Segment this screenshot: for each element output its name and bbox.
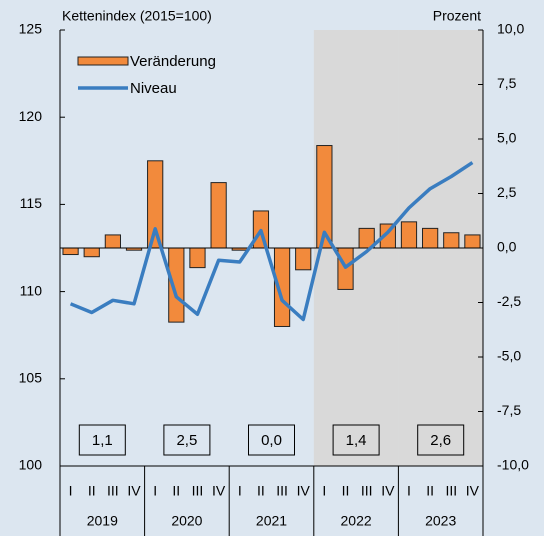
y-tick-label: 100: [19, 457, 43, 473]
year-label: 2023: [425, 513, 456, 529]
line: [69, 161, 474, 322]
x-tick-label: I: [238, 483, 242, 499]
annual-box: [248, 424, 295, 456]
annual-box: [78, 424, 126, 456]
annual-label: 1,4: [346, 432, 367, 449]
bar: [83, 247, 100, 258]
x-tick-label: III: [445, 483, 457, 499]
y2-tick-label: -7,5: [497, 402, 521, 418]
y-axis-label: Kettenindex (2015=100): [62, 8, 212, 24]
bar: [295, 247, 312, 271]
x-tick-label: I: [69, 483, 73, 499]
annual-label: 2,6: [430, 432, 451, 449]
x-tick-label: I: [407, 483, 411, 499]
x-tick-label: II: [88, 483, 96, 499]
y2-axis-label: Prozent: [433, 8, 481, 24]
legend-label: Veränderung: [130, 53, 216, 70]
bar: [443, 232, 460, 249]
y2-tick-label: 0,0: [497, 239, 517, 255]
annual-box: [417, 424, 465, 456]
y2-tick-label: -2,5: [497, 293, 521, 309]
bar: [210, 182, 227, 249]
annual-label: 1,1: [92, 432, 113, 449]
bar: [422, 227, 439, 249]
y2-tick-label: -5,0: [497, 348, 521, 364]
legend-label: Niveau: [130, 80, 177, 97]
x-tick-label: III: [361, 483, 373, 499]
y-tick-label: 105: [19, 370, 43, 386]
y2-tick-label: -10,0: [497, 457, 529, 473]
x-tick-label: I: [322, 483, 326, 499]
year-label: 2020: [171, 513, 202, 529]
legend-swatch: [77, 56, 129, 66]
x-tick-label: IV: [466, 483, 480, 499]
annual-label: 0,0: [261, 432, 282, 449]
annual-box: [332, 424, 380, 456]
bar: [62, 247, 79, 256]
bar: [189, 247, 206, 269]
x-tick-label: I: [153, 483, 157, 499]
y-tick-label: 120: [19, 108, 43, 124]
y-tick-label: 115: [20, 195, 43, 211]
y2-tick-label: 10,0: [497, 21, 524, 37]
annual-label: 2,5: [176, 432, 197, 449]
bar: [400, 221, 418, 249]
x-tick-label: IV: [381, 483, 395, 499]
x-tick-label: II: [342, 483, 350, 499]
x-tick-label: II: [426, 483, 434, 499]
x-tick-label: IV: [212, 483, 226, 499]
year-label: 2021: [256, 513, 287, 529]
x-tick-label: IV: [297, 483, 311, 499]
bar: [104, 234, 121, 249]
bar: [464, 234, 481, 249]
y-tick-label: 125: [19, 21, 43, 37]
y2-tick-label: 5,0: [497, 130, 517, 146]
y2-tick-label: 7,5: [497, 75, 517, 91]
year-label: 2019: [87, 513, 118, 529]
y-tick-label: 110: [20, 282, 43, 298]
year-label: 2022: [341, 513, 372, 529]
x-tick-label: II: [257, 483, 265, 499]
x-tick-label: III: [276, 483, 288, 499]
x-tick-label: III: [107, 483, 119, 499]
x-tick-label: IV: [127, 483, 141, 499]
x-tick-label: III: [192, 483, 204, 499]
annual-box: [163, 424, 211, 456]
y2-tick-label: 2,5: [497, 184, 517, 200]
x-tick-label: II: [172, 483, 180, 499]
